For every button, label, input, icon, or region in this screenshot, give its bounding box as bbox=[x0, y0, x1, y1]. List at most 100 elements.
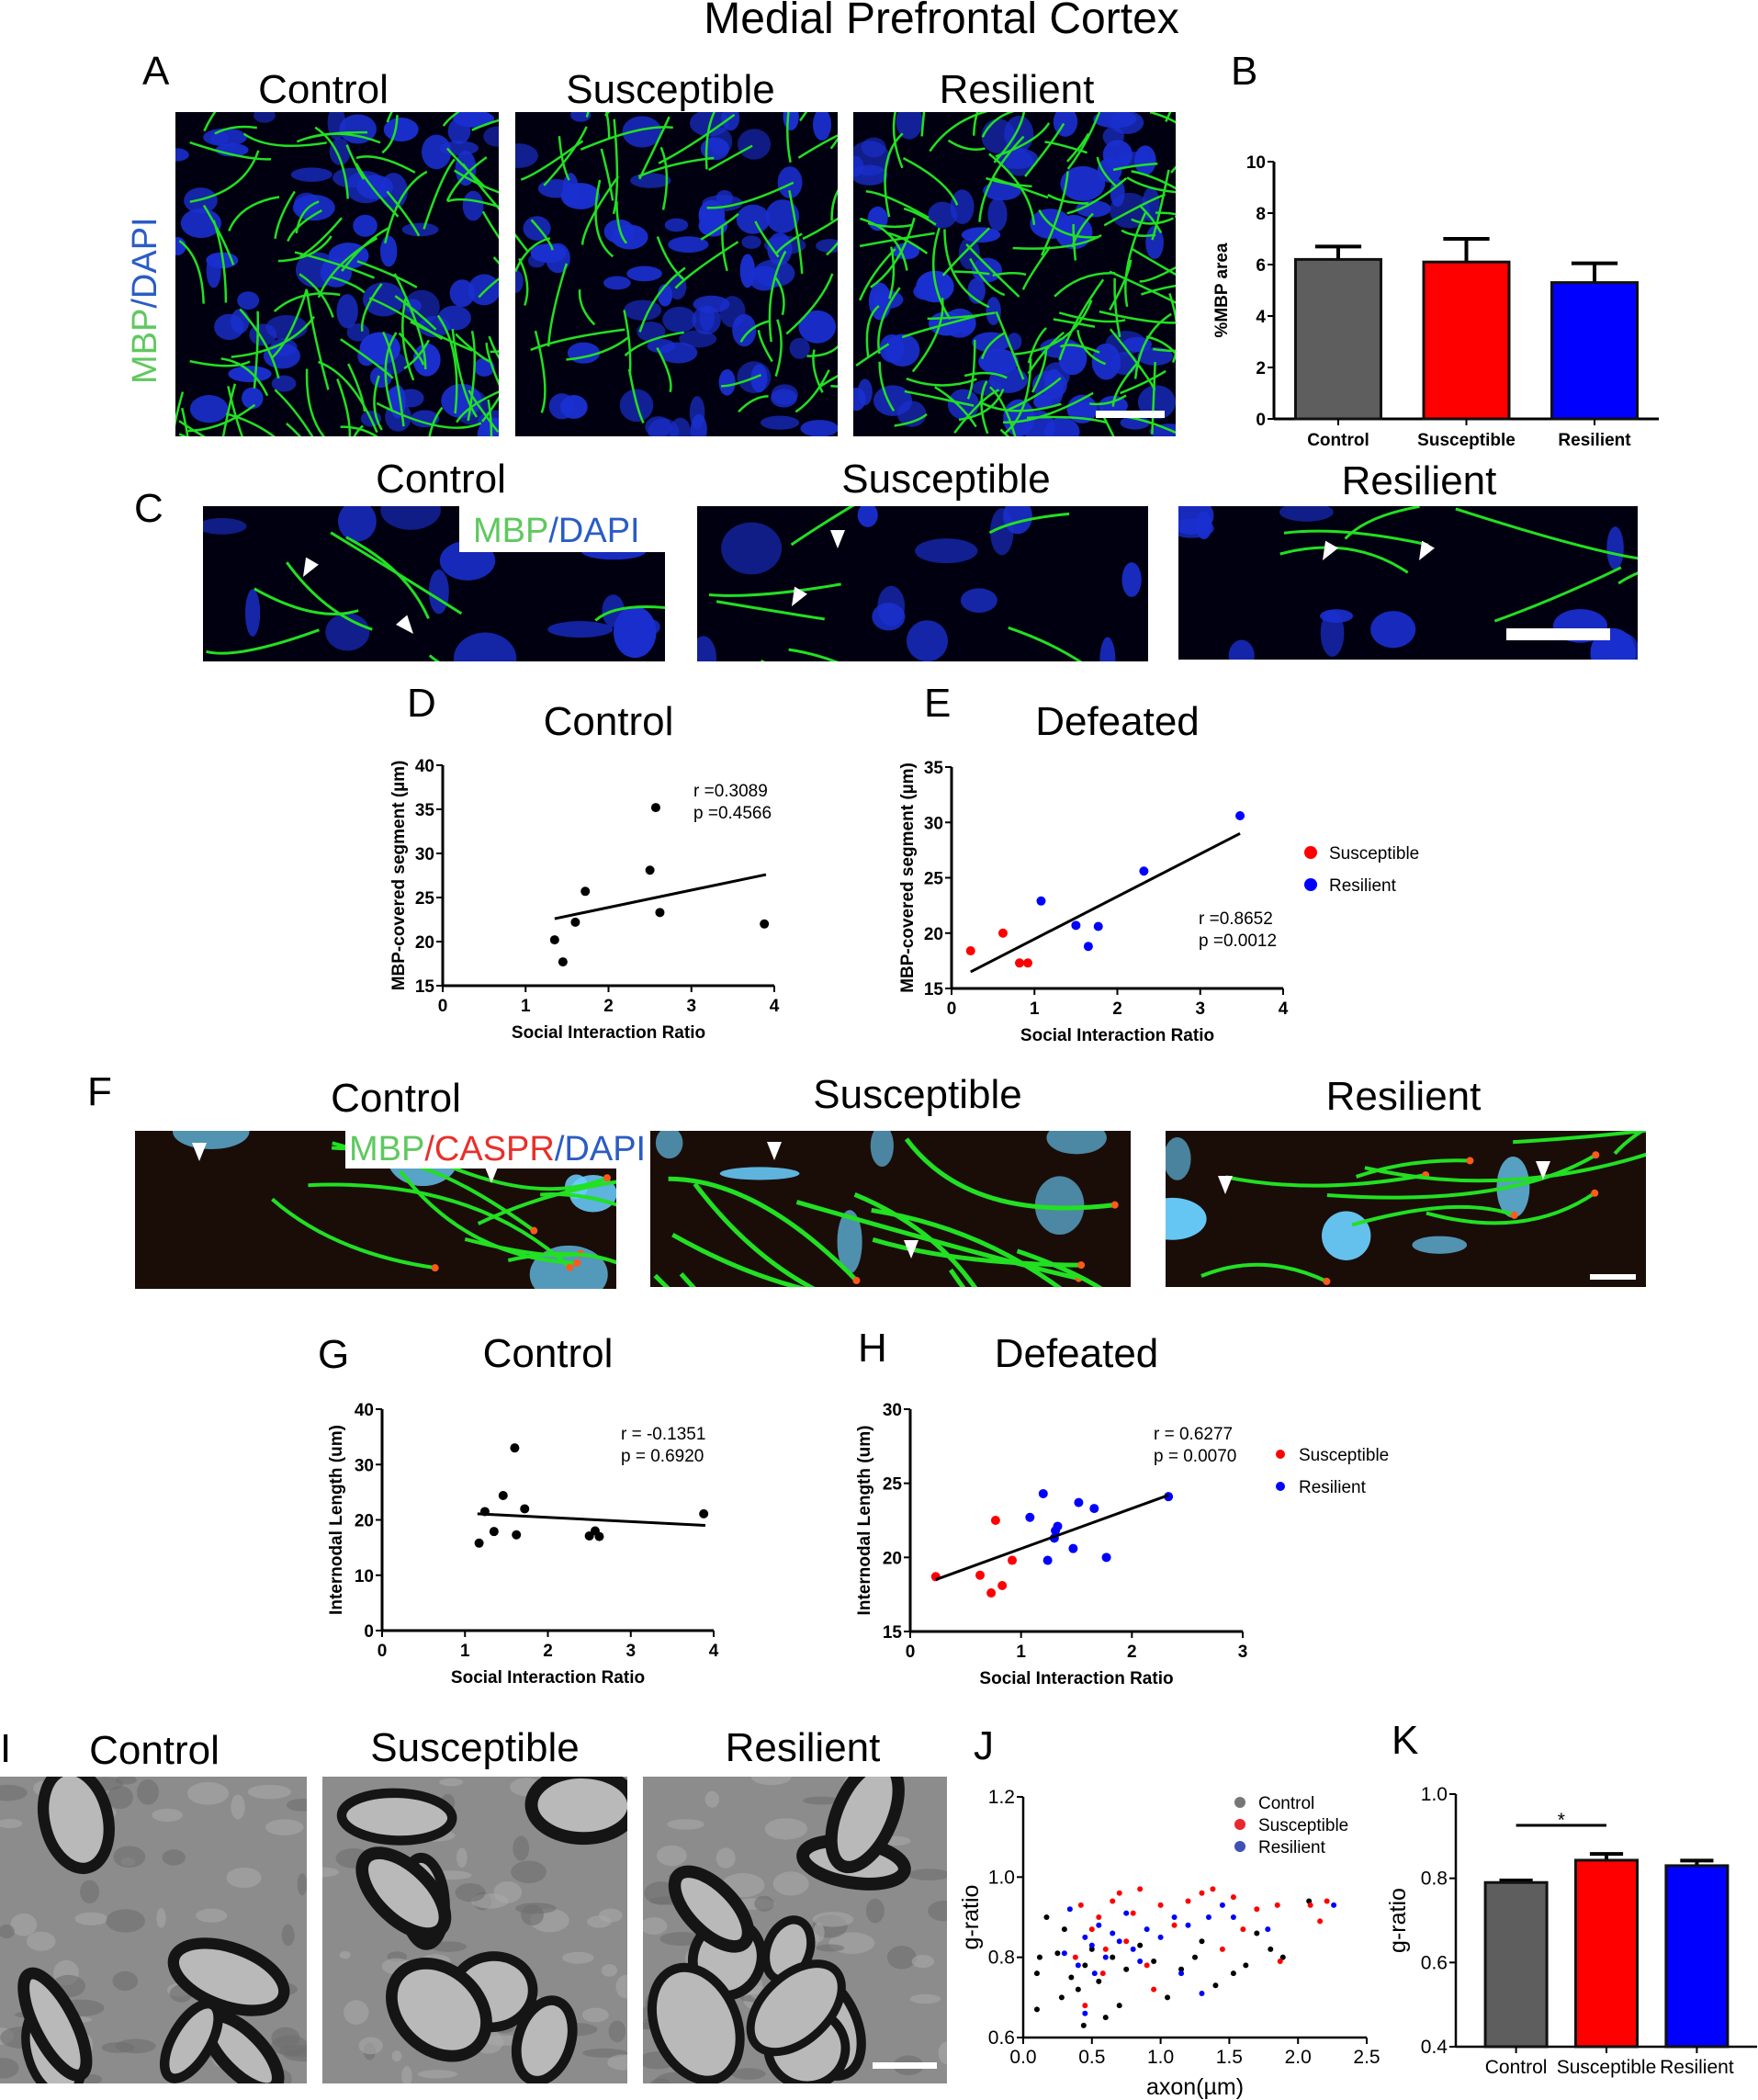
myelin-fiber bbox=[228, 196, 280, 231]
data-point bbox=[760, 919, 770, 929]
tissue-texture bbox=[704, 1790, 719, 1808]
data-point bbox=[1075, 1962, 1081, 1969]
data-point bbox=[1230, 1894, 1236, 1901]
stat-annotation: r = 0.6277 bbox=[1154, 1425, 1233, 1444]
y-tick-label: 35 bbox=[924, 759, 944, 778]
series-data bbox=[549, 803, 770, 967]
tissue-texture bbox=[513, 1835, 530, 1861]
data-point bbox=[1164, 1492, 1174, 1502]
nucleus bbox=[412, 343, 441, 377]
data-point bbox=[1033, 2006, 1040, 2013]
tissue-texture bbox=[196, 1908, 228, 1923]
myelin-fiber bbox=[428, 406, 444, 436]
panel-label-c: C bbox=[134, 486, 163, 531]
myelin-fiber bbox=[774, 232, 803, 255]
myelin-fiber bbox=[668, 1176, 859, 1282]
nucleus bbox=[1122, 336, 1153, 352]
panel-f-stain-label: MBP/CASPR/DAPI bbox=[349, 1130, 646, 1169]
series-data bbox=[474, 1443, 709, 1548]
data-point bbox=[1096, 1914, 1102, 1920]
nucleus bbox=[214, 313, 244, 341]
myelin-fiber bbox=[1133, 312, 1172, 379]
myelin-fiber bbox=[345, 536, 430, 619]
regression-line bbox=[935, 1494, 1169, 1581]
legend-label: Resilient bbox=[1258, 1838, 1326, 1857]
myelin-fiber bbox=[943, 229, 990, 309]
myelin-fiber bbox=[1089, 394, 1127, 406]
nucleus bbox=[718, 368, 736, 396]
myelin-fiber bbox=[1041, 171, 1069, 256]
tissue-texture bbox=[137, 1778, 160, 1805]
nucleus bbox=[339, 114, 377, 144]
bar-resilient bbox=[1664, 1864, 1730, 2049]
x-tick-label: 4 bbox=[1279, 999, 1289, 1019]
nucleus bbox=[428, 569, 449, 615]
myelin-fiber bbox=[1364, 1152, 1646, 1183]
myelin-fiber bbox=[356, 260, 418, 288]
myelin-fiber bbox=[286, 561, 373, 631]
myelin-fiber bbox=[1149, 112, 1176, 124]
legend-marker bbox=[1276, 1450, 1285, 1459]
data-point bbox=[1123, 1938, 1130, 1945]
myelin-fiber bbox=[679, 1272, 696, 1287]
myelin-fiber bbox=[1120, 369, 1166, 395]
data-point bbox=[1235, 811, 1245, 821]
myelin-fiber bbox=[214, 125, 257, 135]
myelinated-axon bbox=[386, 1957, 492, 2062]
data-point bbox=[1274, 1902, 1280, 1908]
myelin-fiber bbox=[859, 231, 935, 248]
arrowhead-marker bbox=[303, 557, 319, 577]
nucleus bbox=[1110, 352, 1138, 376]
panel-c-title-susceptible: Susceptible bbox=[841, 457, 1050, 502]
nucleus bbox=[1166, 1136, 1191, 1180]
y-axis-label: MBP-covered segment (µm) bbox=[898, 762, 918, 993]
data-point bbox=[1137, 1959, 1144, 1965]
myelin-fiber bbox=[318, 360, 378, 434]
nucleus bbox=[879, 333, 905, 363]
arrowhead-marker bbox=[904, 1240, 918, 1259]
nucleus bbox=[637, 322, 666, 342]
myelin-fiber bbox=[360, 283, 383, 332]
arrowhead-marker bbox=[484, 1165, 499, 1183]
myelin-fiber bbox=[253, 310, 260, 389]
data-point bbox=[1102, 1946, 1109, 1952]
chart-h-defeated-internode: 15 20 25 30 Internodal Length (um) Defeated 0 1… bbox=[855, 1331, 1389, 1688]
data-point bbox=[1071, 920, 1081, 931]
myelin-fiber bbox=[1054, 272, 1116, 298]
data-point bbox=[1157, 1902, 1164, 1908]
myelin-fiber bbox=[1131, 170, 1176, 190]
panel-c-stain-label: MBP/DAPI bbox=[473, 512, 640, 550]
myelin-fiber bbox=[993, 112, 1026, 164]
nucleus bbox=[1102, 126, 1124, 147]
caspr-node bbox=[603, 1174, 611, 1182]
x-tick-label: 4 bbox=[709, 1642, 719, 1661]
data-point bbox=[1110, 1898, 1116, 1904]
data-point bbox=[1210, 1886, 1216, 1892]
data-point bbox=[1093, 921, 1103, 931]
data-point bbox=[1101, 1552, 1111, 1563]
data-point bbox=[1254, 1930, 1260, 1936]
myelin-fiber bbox=[1426, 1191, 1596, 1225]
stain-caspr: CASPR bbox=[434, 1130, 555, 1169]
myelin-fiber bbox=[659, 146, 669, 210]
data-point bbox=[1082, 2003, 1088, 2009]
myelin-fiber bbox=[355, 163, 400, 218]
myelin-fiber bbox=[878, 361, 896, 412]
panel-c-stain-box bbox=[459, 506, 665, 552]
nucleus bbox=[175, 148, 189, 162]
myelin-fiber bbox=[515, 237, 551, 273]
tissue-texture bbox=[271, 2027, 300, 2049]
myelin-fiber bbox=[624, 331, 684, 357]
nucleus bbox=[253, 112, 276, 123]
myelin-fiber bbox=[1351, 1204, 1516, 1227]
myelin-fiber bbox=[1152, 347, 1176, 353]
nucleus bbox=[679, 330, 717, 348]
tissue-texture bbox=[358, 2037, 383, 2055]
caspr-node bbox=[566, 1263, 574, 1271]
micrograph-content bbox=[1178, 506, 1638, 660]
tissue-texture bbox=[152, 1808, 183, 1823]
data-point bbox=[1123, 1910, 1130, 1916]
myelin-fiber bbox=[812, 349, 824, 393]
x-tick-label: 3 bbox=[1238, 1643, 1248, 1662]
data-point bbox=[1038, 1488, 1048, 1498]
